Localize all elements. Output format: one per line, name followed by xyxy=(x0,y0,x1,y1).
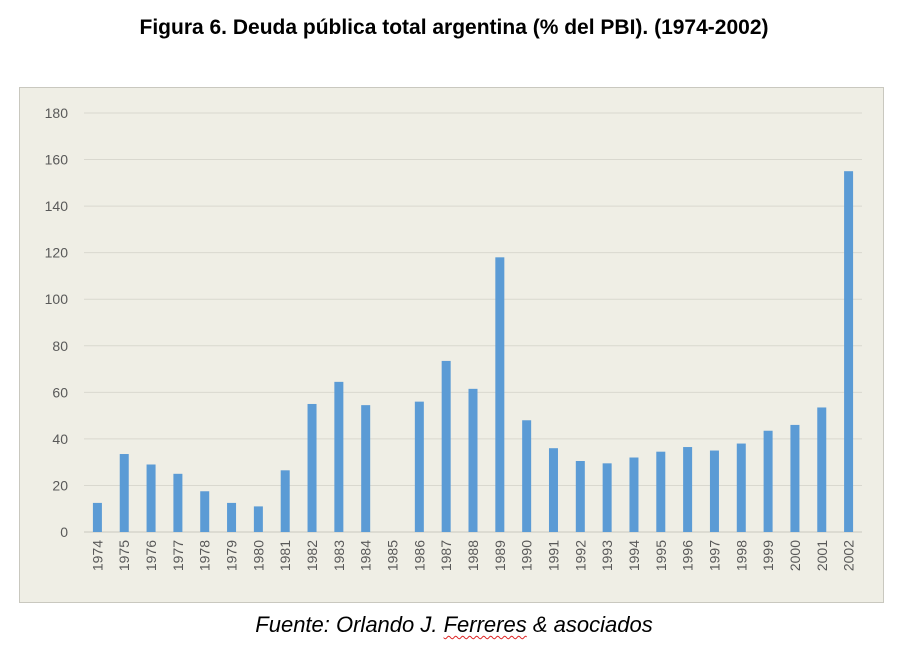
x-tick-label: 1983 xyxy=(331,540,347,571)
bar-1989 xyxy=(495,257,505,532)
y-tick-label: 20 xyxy=(52,477,68,493)
y-axis-ticks: 0 20 40 60 80 100 120 140 160 180 xyxy=(45,105,69,540)
x-tick-label: 1987 xyxy=(438,540,454,571)
bar-1977 xyxy=(173,473,183,532)
x-tick-label: 2002 xyxy=(841,540,857,571)
x-tick-label: 1997 xyxy=(706,540,722,571)
x-tick-label: 1985 xyxy=(385,540,401,571)
source-underlined: Ferreres xyxy=(443,612,527,637)
y-tick-label: 0 xyxy=(60,524,68,540)
x-tick-label: 1989 xyxy=(492,540,508,571)
x-tick-label: 2000 xyxy=(787,540,803,571)
source-prefix: Fuente: Orlando J. xyxy=(255,612,444,637)
chart-area: 0 20 40 60 80 100 120 140 160 180 1974 1975 1976 197… xyxy=(19,87,884,603)
y-tick-label: 60 xyxy=(52,384,68,400)
y-tick-label: 80 xyxy=(52,338,68,354)
bar-1988 xyxy=(468,388,478,532)
x-tick-label: 1974 xyxy=(89,540,105,571)
x-tick-label: 1992 xyxy=(572,540,588,571)
x-tick-label: 1988 xyxy=(465,540,481,571)
x-tick-label: 1996 xyxy=(680,540,696,571)
y-tick-label: 120 xyxy=(45,245,69,261)
source-suffix: & asociados xyxy=(526,612,653,637)
x-tick-label: 1981 xyxy=(277,540,293,571)
bar-1992 xyxy=(575,461,585,532)
x-tick-label: 1980 xyxy=(250,540,266,571)
bar-1996 xyxy=(683,447,693,532)
bars xyxy=(92,171,854,532)
x-axis-ticks: 1974 1975 1976 1977 1978 1979 1980 1981 1982 1983… xyxy=(89,540,856,571)
bar-1976 xyxy=(146,464,156,532)
figure-title: Figura 6. Deuda pública total argentina … xyxy=(139,16,769,39)
y-tick-label: 160 xyxy=(45,152,69,168)
bar-1983 xyxy=(334,381,344,532)
bar-1975 xyxy=(119,454,129,532)
bar-1982 xyxy=(307,403,317,532)
x-tick-label: 1975 xyxy=(116,540,132,571)
x-tick-label: 1976 xyxy=(143,540,159,571)
gridlines xyxy=(84,112,862,533)
bar-1990 xyxy=(522,420,532,532)
x-tick-label: 1994 xyxy=(626,540,642,571)
x-tick-label: 1984 xyxy=(358,540,374,571)
x-tick-label: 1995 xyxy=(653,540,669,571)
x-tick-label: 1979 xyxy=(224,540,240,571)
bar-1994 xyxy=(629,457,639,532)
y-tick-label: 140 xyxy=(45,198,69,214)
x-tick-label: 1998 xyxy=(733,540,749,571)
bar-1997 xyxy=(709,450,719,532)
x-tick-label: 1999 xyxy=(760,540,776,571)
x-tick-label: 1993 xyxy=(599,540,615,571)
x-tick-label: 1977 xyxy=(170,540,186,571)
bar-1995 xyxy=(656,451,666,532)
bar-2002 xyxy=(844,171,854,532)
bar-1980 xyxy=(253,506,263,532)
y-tick-label: 40 xyxy=(52,431,68,447)
x-tick-label: 1991 xyxy=(545,540,561,571)
source-note: Fuente: Orlando J. Ferreres & asociados xyxy=(0,612,908,638)
bar-2000 xyxy=(790,424,800,532)
bar-1986 xyxy=(414,401,424,532)
bar-1984 xyxy=(361,405,371,532)
bar-1981 xyxy=(280,470,290,532)
y-tick-label: 180 xyxy=(45,105,69,121)
bar-1998 xyxy=(736,443,746,532)
bar-1999 xyxy=(763,430,773,532)
y-tick-label: 100 xyxy=(45,291,69,307)
bar-1974 xyxy=(92,502,102,532)
bar-1978 xyxy=(200,491,210,532)
x-tick-label: 2001 xyxy=(814,540,830,571)
x-tick-label: 1978 xyxy=(197,540,213,571)
bar-1979 xyxy=(227,502,237,532)
x-tick-label: 1986 xyxy=(411,540,427,571)
bar-1991 xyxy=(548,448,558,532)
bar-1987 xyxy=(441,360,451,532)
x-tick-label: 1982 xyxy=(304,540,320,571)
bar-2001 xyxy=(817,407,827,532)
x-tick-label: 1990 xyxy=(519,540,535,571)
bar-1993 xyxy=(602,463,612,532)
